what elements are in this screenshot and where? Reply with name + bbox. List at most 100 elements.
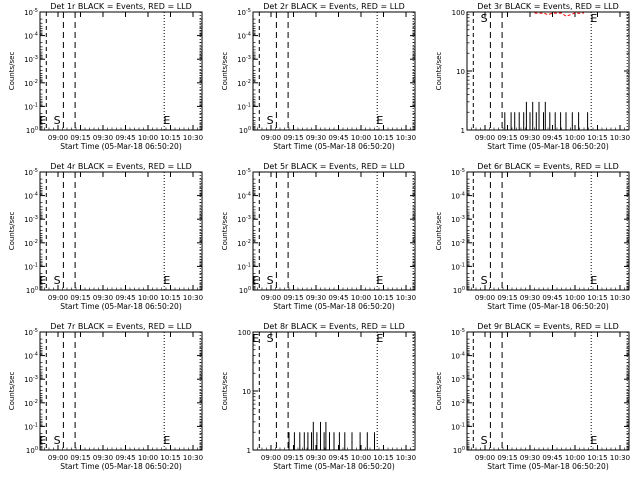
x-tick-label: 09:30 [520, 294, 540, 302]
y-tick-label: 10-3 [24, 375, 38, 384]
y-tick-label: 10-2 [24, 399, 38, 408]
y-tick-label: 10-5 [24, 8, 38, 17]
marker-label-s: S [481, 274, 488, 287]
panel-det-2: Det 2r BLACK = Events, RED = LLD 100 10-1 1… [221, 2, 416, 151]
x-tick-label: 09:00 [475, 454, 495, 462]
marker-label-s: S [267, 274, 274, 287]
panel-det-5: Det 5r BLACK = Events, RED = LLD 100 10-1 1… [221, 162, 416, 311]
x-tick-label: 09:30 [306, 134, 326, 142]
x-tick-label: 10:15 [373, 134, 393, 142]
y-tick-label: 10-1 [24, 102, 38, 111]
x-tick-label: 10:30 [183, 454, 203, 462]
panel-det-4: Det 4r BLACK = Events, RED = LLD 100 10-1 1… [8, 162, 203, 311]
x-tick-label: 09:00 [475, 134, 495, 142]
x-tick-label: 09:00 [475, 294, 495, 302]
panel-title: Det 4r BLACK = Events, RED = LLD [50, 162, 192, 171]
plot-frame [39, 171, 203, 291]
x-axis-label: Start Time (05-Mar-18 06:50:20) [60, 462, 182, 471]
y-tick-label: 10-5 [237, 8, 251, 17]
panel-title: Det 9r BLACK = Events, RED = LLD [477, 322, 619, 331]
marker-label-e: E [39, 114, 46, 127]
marker-label-e: E [39, 434, 46, 447]
y-tick-label: 100 [239, 286, 251, 295]
y-axis-label: Counts/sec [435, 212, 443, 251]
y-tick-label: 10-3 [237, 55, 251, 64]
x-tick-label: 09:30 [520, 454, 540, 462]
x-tick-label: 09:15 [497, 454, 517, 462]
x-axis-label: Start Time (05-Mar-18 06:50:20) [60, 302, 182, 311]
y-tick-label: 10-5 [451, 328, 465, 337]
panel-det-3: Det 3r BLACK = Events, RED = LLD 1 10 100 09… [435, 2, 630, 151]
marker-label-e: E [39, 274, 46, 287]
y-axis-label: Counts/sec [221, 212, 229, 251]
x-tick-label: 10:00 [565, 134, 585, 142]
panel-det-8: Det 8r BLACK = Events, RED = LLD 1 10 100 09… [221, 322, 416, 471]
y-tick-label: 10-1 [237, 102, 251, 111]
x-tick-label: 09:15 [497, 294, 517, 302]
y-tick-label: 10-4 [24, 352, 38, 361]
y-tick-label: 10-2 [451, 239, 465, 248]
x-tick-label: 10:15 [587, 454, 607, 462]
x-tick-label: 09:15 [497, 134, 517, 142]
x-tick-label: 09:00 [261, 294, 281, 302]
x-tick-label: 10:30 [396, 134, 416, 142]
x-tick-label: 10:30 [610, 134, 630, 142]
marker-label-s: S [481, 434, 488, 447]
marker-label-s: S [54, 114, 61, 127]
x-tick-label: 09:15 [283, 454, 303, 462]
y-tick-label: 10-4 [237, 192, 251, 201]
x-tick-label: 09:30 [520, 134, 540, 142]
x-tick-label: 10:15 [160, 454, 180, 462]
x-tick-label: 09:15 [70, 134, 90, 142]
y-tick-label: 10-4 [451, 192, 465, 201]
x-tick-label: 10:15 [587, 134, 607, 142]
x-tick-label: 09:30 [93, 134, 113, 142]
y-tick-label: 10-4 [237, 32, 251, 41]
x-tick-label: 09:00 [261, 454, 281, 462]
y-tick-label: 10-5 [451, 168, 465, 177]
plot-frame [252, 171, 416, 291]
panel-title: Det 2r BLACK = Events, RED = LLD [263, 2, 405, 11]
marker-label-s: S [267, 332, 274, 345]
y-axis-label: Counts/sec [435, 372, 443, 411]
x-tick-label: 09:45 [328, 294, 348, 302]
x-tick-label: 10:00 [351, 294, 371, 302]
marker-label-e: E [376, 114, 383, 127]
y-tick-label: 10 [242, 388, 251, 396]
x-tick-label: 10:00 [565, 294, 585, 302]
x-tick-label: 09:30 [93, 454, 113, 462]
x-tick-label: 09:15 [70, 454, 90, 462]
x-tick-label: 09:45 [542, 294, 562, 302]
marker-label-e: E [376, 274, 383, 287]
panel-det-9: Det 9r BLACK = Events, RED = LLD 100 10-1 1… [435, 322, 630, 471]
y-tick-label: 10-3 [24, 215, 38, 224]
x-tick-label: 10:00 [565, 454, 585, 462]
x-tick-label: 09:00 [48, 294, 68, 302]
y-tick-label: 100 [26, 126, 38, 135]
marker-label-s: S [54, 274, 61, 287]
x-axis-label: Start Time (05-Mar-18 06:50:20) [487, 142, 609, 151]
y-tick-label: 10-3 [451, 215, 465, 224]
x-axis-label: Start Time (05-Mar-18 06:50:20) [487, 302, 609, 311]
panel-title: Det 6r BLACK = Events, RED = LLD [477, 162, 619, 171]
marker-label-e: E [163, 274, 170, 287]
x-axis-label: Start Time (05-Mar-18 06:50:20) [273, 462, 395, 471]
x-tick-label: 09:45 [328, 454, 348, 462]
y-tick-label: 10-5 [24, 168, 38, 177]
lld-rate-line [534, 12, 585, 17]
x-tick-label: 10:30 [610, 454, 630, 462]
marker-label-s: S [267, 114, 274, 127]
x-tick-label: 10:00 [351, 134, 371, 142]
x-tick-label: 10:30 [183, 294, 203, 302]
panel-title: Det 5r BLACK = Events, RED = LLD [263, 162, 405, 171]
x-tick-label: 09:45 [542, 454, 562, 462]
y-tick-label: 10-1 [451, 422, 465, 431]
x-tick-label: 09:15 [283, 294, 303, 302]
y-tick-label: 10-1 [237, 262, 251, 271]
y-tick-label: 10-1 [24, 262, 38, 271]
y-tick-label: 10-4 [451, 352, 465, 361]
y-tick-label: 100 [453, 446, 465, 455]
y-tick-label: 100 [26, 286, 38, 295]
y-tick-label: 10-3 [24, 55, 38, 64]
